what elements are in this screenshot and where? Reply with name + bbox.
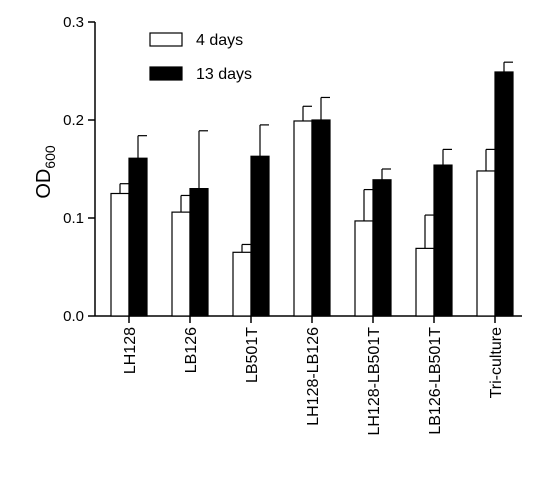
bar-four-days [415,247,435,317]
chart-error-bars [119,61,513,253]
bar-four-days [232,251,252,317]
legend-label: 13 days [196,66,252,83]
y-tick-label: 0.3 [63,14,84,31]
bar-thirteen-days [128,157,148,317]
x-tick-label: LB126 [183,327,200,373]
bar-thirteen-days [372,179,392,317]
chart-bars [110,71,514,317]
bar-four-days [171,211,191,317]
x-tick-label: LH128 [122,327,139,374]
y-tick-label: 0.2 [63,112,84,129]
bar-thirteen-days [494,71,514,317]
legend-swatch [149,66,183,81]
bar-thirteen-days [311,119,331,317]
bar-thirteen-days [250,155,270,317]
legend-label: 4 days [196,32,243,49]
x-tick-label: LB126-LB501T [427,327,444,435]
y-tick-label: 0.0 [63,308,84,325]
bar-four-days [110,192,130,317]
x-tick-label: LH128-LB126 [305,327,322,426]
bar-four-days [293,120,313,317]
bar-four-days [354,220,374,317]
bar-four-days [476,170,496,317]
bar-thirteen-days [189,188,209,317]
x-tick-label: LH128-LB501T [366,327,383,436]
x-tick-label: Tri-culture [488,327,505,399]
bar-thirteen-days [433,164,453,317]
x-tick-label: LB501T [244,327,261,383]
y-tick-label: 0.1 [63,210,84,227]
legend-swatch [149,32,183,47]
x-tick-labels: LH128 LB126 LB501T LH128-LB126 LH128-LB501T L… [122,327,505,436]
y-axis-label: OD600 [33,145,58,199]
chart-legend: 4 days 13 days [149,32,252,83]
